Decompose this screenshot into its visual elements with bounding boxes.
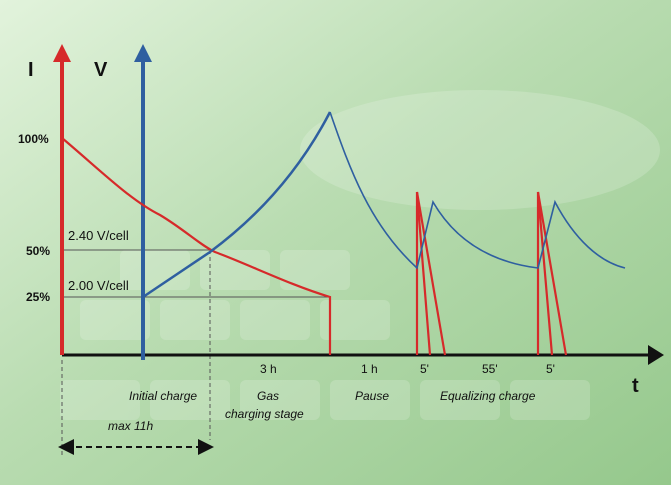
voltage-axis-label: V <box>94 59 108 81</box>
current-axis-label: I <box>28 59 34 81</box>
current-pulse-2-fall <box>536 191 568 356</box>
time-axis-arrowhead <box>648 345 664 365</box>
voltage-axis-arrowhead <box>134 44 152 62</box>
time-axis-label: t <box>632 375 639 397</box>
current-level-25: 25% <box>26 290 50 304</box>
stage-pause: Pause <box>355 389 389 403</box>
duration-pulse-1: 5' <box>420 362 429 376</box>
voltage-rise <box>142 111 332 299</box>
keyboard-texture <box>60 90 660 420</box>
duration-gas: 3 h <box>260 362 277 376</box>
stage-gas-line-2: charging stage <box>225 407 304 421</box>
duration-pulse-2: 5' <box>546 362 555 376</box>
current-curve <box>61 137 332 355</box>
stage-equalizing-charge: Equalizing charge <box>440 389 536 403</box>
voltage-pause-and-equalizing <box>329 111 626 270</box>
stage-gas-charging: Gas charging stage <box>225 389 304 421</box>
stage-gas-line-1: Gas <box>257 389 279 403</box>
current-level-100: 100% <box>18 132 49 146</box>
current-level-50: 50% <box>26 244 50 258</box>
voltage-level-240: 2.40 V/cell <box>68 228 129 243</box>
stage-initial-charge: Initial charge <box>129 389 197 403</box>
current-axis-arrowhead <box>53 44 71 62</box>
max-time-label: max 11h <box>108 419 153 433</box>
current-pulse-1-fall <box>415 191 447 356</box>
duration-pause: 1 h <box>361 362 378 376</box>
voltage-level-200: 2.00 V/cell <box>68 278 129 293</box>
duration-rest: 55' <box>482 362 498 376</box>
